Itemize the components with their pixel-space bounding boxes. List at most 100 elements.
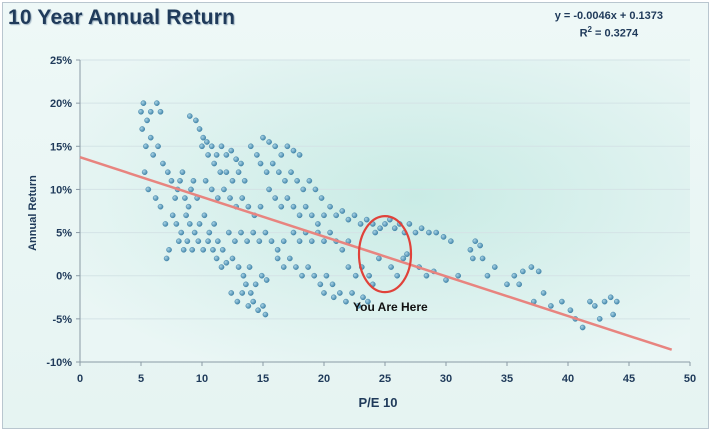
data-point — [239, 290, 246, 296]
data-point — [235, 169, 242, 175]
data-point — [154, 100, 160, 106]
data-point — [173, 221, 180, 227]
data-point — [157, 108, 164, 115]
data-point — [548, 303, 554, 309]
data-point — [260, 134, 266, 141]
data-point — [516, 281, 523, 288]
data-point — [178, 229, 185, 236]
data-point — [311, 272, 318, 279]
data-point — [391, 225, 398, 232]
data-point — [255, 307, 261, 314]
data-point — [540, 290, 547, 296]
data-point — [601, 298, 608, 305]
data-point — [528, 264, 535, 270]
data-point — [276, 169, 282, 175]
data-point — [343, 298, 349, 305]
data-point — [166, 247, 172, 253]
data-point — [268, 238, 275, 244]
data-point — [218, 264, 225, 270]
data-point — [290, 203, 297, 210]
data-point — [140, 100, 147, 106]
x-tick-label: 35 — [501, 373, 513, 385]
data-point — [318, 195, 325, 201]
data-point — [210, 247, 216, 253]
data-point — [274, 247, 281, 253]
data-point — [232, 238, 238, 244]
data-point — [263, 169, 270, 175]
data-point — [274, 255, 281, 262]
data-point — [433, 229, 440, 236]
data-point — [333, 212, 340, 219]
data-point — [252, 281, 259, 288]
data-point — [235, 264, 242, 270]
data-point — [321, 212, 327, 219]
data-point — [477, 242, 483, 249]
data-point — [317, 281, 324, 288]
data-point — [294, 177, 300, 184]
data-point — [221, 186, 227, 193]
data-point — [262, 229, 269, 236]
data-point — [241, 177, 248, 184]
data-point — [196, 126, 203, 132]
data-point — [176, 238, 182, 244]
data-point — [177, 177, 183, 184]
data-point — [302, 203, 309, 210]
data-point — [280, 264, 287, 270]
trendline — [79, 156, 673, 351]
data-point — [394, 272, 401, 279]
data-point — [186, 113, 193, 119]
data-point — [138, 108, 144, 115]
data-point — [219, 247, 226, 253]
data-point — [157, 203, 164, 210]
data-point — [243, 281, 249, 288]
data-point — [296, 212, 303, 219]
data-point — [227, 195, 233, 201]
x-tick-label: 40 — [562, 373, 574, 385]
x-tick-label: 0 — [77, 373, 83, 385]
data-point — [186, 221, 193, 227]
data-point — [257, 203, 264, 210]
data-point — [247, 290, 254, 296]
data-point — [141, 169, 148, 175]
data-point — [339, 247, 346, 253]
data-point — [165, 169, 171, 175]
y-tick-label: 20% — [50, 98, 72, 110]
data-point — [257, 160, 264, 167]
data-point — [238, 229, 244, 236]
data-point — [278, 203, 285, 210]
data-point — [147, 134, 154, 141]
data-point — [352, 272, 359, 279]
data-point — [284, 195, 291, 201]
data-point — [440, 234, 447, 240]
data-point — [299, 272, 305, 279]
data-point — [306, 177, 313, 184]
x-tick-label: 10 — [196, 373, 208, 385]
r-squared-value: = 0.3274 — [595, 27, 639, 40]
data-point — [180, 247, 187, 253]
data-point — [329, 281, 336, 288]
data-point — [559, 298, 565, 305]
data-point — [535, 268, 542, 275]
data-point — [382, 221, 388, 227]
data-point — [339, 208, 346, 214]
data-point — [183, 212, 189, 219]
data-point — [293, 264, 299, 270]
data-point — [345, 216, 352, 223]
data-point — [337, 290, 343, 296]
you-are-here-label: You Are Here — [353, 300, 428, 314]
data-point — [607, 294, 614, 301]
y-tick-label: -10% — [46, 357, 72, 369]
data-point — [201, 212, 208, 219]
data-point — [284, 143, 291, 150]
data-point — [202, 177, 209, 184]
data-point — [205, 152, 211, 158]
data-point — [190, 177, 197, 184]
data-point — [321, 238, 327, 244]
data-point — [400, 255, 407, 262]
x-tick-label: 20 — [318, 373, 330, 385]
data-point — [223, 259, 230, 266]
data-point — [296, 152, 303, 158]
data-point — [226, 229, 232, 236]
data-point — [323, 272, 330, 279]
data-point — [404, 251, 410, 257]
